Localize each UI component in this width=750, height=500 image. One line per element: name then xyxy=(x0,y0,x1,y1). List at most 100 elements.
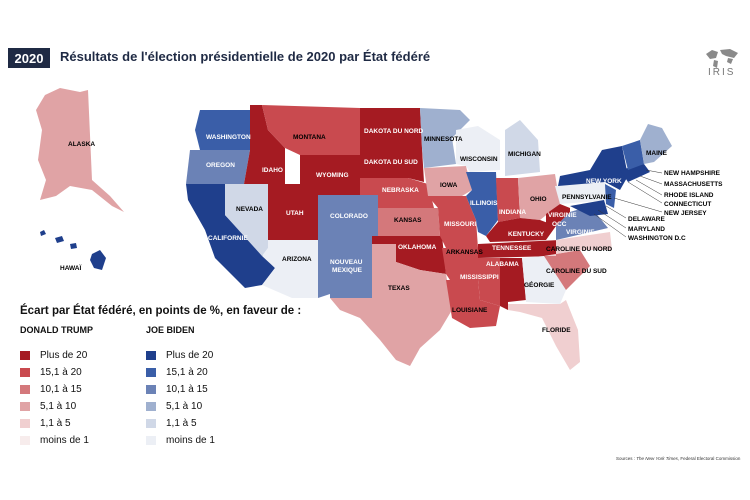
state-south-dakota[interactable] xyxy=(360,148,424,182)
label-hawaii: HAWAÏ xyxy=(60,264,82,272)
sources: Sources : The New York Times, Federal El… xyxy=(616,456,740,461)
state-alabama[interactable] xyxy=(500,258,526,310)
state-new-york[interactable] xyxy=(558,146,628,190)
state-florida[interactable] xyxy=(508,300,580,370)
state-nevada[interactable] xyxy=(225,184,268,256)
label-texas: TEXAS xyxy=(388,285,410,292)
logo-text: IRIS xyxy=(708,67,736,78)
label-oregon: OREGON xyxy=(206,162,235,169)
label-iowa: IOWA xyxy=(440,182,458,189)
state-illinois[interactable] xyxy=(466,172,498,236)
trump-item: moins de 1 xyxy=(20,432,93,449)
state-mississippi[interactable] xyxy=(478,258,500,306)
label-missouri: MISSOURI xyxy=(444,221,476,228)
label-arkansas: ARKANSAS xyxy=(446,249,484,256)
label-montana: MONTANA xyxy=(293,134,326,141)
trump-item: 10,1 à 15 xyxy=(20,381,93,398)
color-swatch xyxy=(20,385,30,394)
label-nevada: NEVADA xyxy=(236,206,263,213)
state-alaska[interactable] xyxy=(36,88,124,212)
biden-item-label: 1,1 à 5 xyxy=(166,418,197,429)
label-michigan: MICHIGAN xyxy=(508,151,541,158)
state-north-dakota[interactable] xyxy=(360,108,422,148)
biden-item-label: moins de 1 xyxy=(166,435,215,446)
label-indiana: INDIANA xyxy=(499,209,526,216)
label-maryland: MARYLAND xyxy=(628,226,665,233)
state-minnesota[interactable] xyxy=(420,108,470,168)
label-maine: MAINE xyxy=(646,150,668,157)
label-colorado: COLORADO xyxy=(330,213,368,220)
trump-item: 5,1 à 10 xyxy=(20,398,93,415)
trump-item: Plus de 20 xyxy=(20,347,93,364)
state-louisiana[interactable] xyxy=(446,280,500,328)
state-georgia[interactable] xyxy=(522,256,566,304)
state-tennessee[interactable] xyxy=(478,240,560,258)
state-colorado[interactable] xyxy=(318,195,378,240)
state-vermont-nh[interactable] xyxy=(622,140,644,170)
label-utah: UTAH xyxy=(286,210,304,217)
state-south-carolina[interactable] xyxy=(544,250,590,290)
state-wisconsin[interactable] xyxy=(456,126,500,172)
label-new-york: NEW YORK xyxy=(586,178,622,185)
label-new-mexico-2: MEXIQUE xyxy=(332,267,363,274)
color-swatch xyxy=(20,368,30,377)
sources-publication: The New York Times xyxy=(636,456,678,461)
state-michigan[interactable] xyxy=(505,120,540,176)
trump-item: 1,1 à 5 xyxy=(20,415,93,432)
state-texas[interactable] xyxy=(330,244,452,366)
state-indiana[interactable] xyxy=(496,178,520,222)
label-north-dakota: DAKOTA DU NORD xyxy=(364,128,424,135)
state-arkansas[interactable] xyxy=(442,248,478,280)
state-ohio[interactable] xyxy=(518,174,560,220)
state-west-virginia[interactable] xyxy=(546,204,570,226)
state-nebraska[interactable] xyxy=(360,178,434,208)
label-alabama: ALABAMA xyxy=(486,261,519,268)
color-swatch xyxy=(20,419,30,428)
state-iowa[interactable] xyxy=(424,166,472,196)
label-wisconsin: WISCONSIN xyxy=(460,156,498,163)
state-new-england-south[interactable] xyxy=(620,164,650,182)
trump-item-label: 5,1 à 10 xyxy=(40,401,77,412)
biden-item: 5,1 à 10 xyxy=(146,398,215,415)
trump-item-label: Plus de 20 xyxy=(40,350,88,361)
color-swatch xyxy=(20,351,30,360)
state-oregon[interactable] xyxy=(186,150,250,184)
legend-biden-header: JOE BIDEN xyxy=(146,325,195,335)
state-hawaii[interactable] xyxy=(40,230,106,270)
state-idaho[interactable] xyxy=(244,105,285,184)
label-west-virginia-2: OCC xyxy=(552,221,567,228)
state-new-jersey[interactable] xyxy=(605,184,616,208)
state-missouri[interactable] xyxy=(428,196,478,248)
state-california[interactable] xyxy=(186,184,275,288)
legend-trump: DONALD TRUMP Plus de 20 15,1 à 20 10,1 à 1… xyxy=(20,325,93,449)
state-kansas[interactable] xyxy=(378,208,440,236)
state-pennsylvania[interactable] xyxy=(555,182,612,204)
state-oklahoma[interactable] xyxy=(372,236,446,274)
label-pennsylvania: PENNSYLVANIE xyxy=(562,194,612,201)
label-massachusetts: MASSACHUSETTS xyxy=(664,181,723,188)
label-south-carolina: CAROLINE DU SUD xyxy=(546,268,607,275)
state-wyoming[interactable] xyxy=(300,155,360,200)
state-maine[interactable] xyxy=(640,124,672,164)
label-minnesota: MINNESOTA xyxy=(424,136,463,143)
state-arizona[interactable] xyxy=(262,240,318,298)
color-swatch xyxy=(20,402,30,411)
label-new-mexico-1: NOUVEAU xyxy=(330,259,363,266)
label-connecticut: CONNECTICUT xyxy=(664,201,711,208)
label-south-dakota: DAKOTA DU SUD xyxy=(364,159,418,166)
state-new-mexico[interactable] xyxy=(318,240,372,298)
state-utah[interactable] xyxy=(268,184,318,240)
state-delaware-maryland[interactable] xyxy=(570,200,608,216)
label-dc: WASHINGTON D.C xyxy=(628,235,686,242)
label-ohio: OHIO xyxy=(530,196,547,203)
label-mississippi: MISSISSIPPI xyxy=(460,274,499,281)
state-montana[interactable] xyxy=(262,105,360,155)
state-north-carolina[interactable] xyxy=(544,232,612,256)
label-rhode-island: RHODE ISLAND xyxy=(664,192,714,199)
state-washington[interactable] xyxy=(195,110,250,150)
biden-item: Plus de 20 xyxy=(146,347,215,364)
biden-item: moins de 1 xyxy=(146,432,215,449)
state-kentucky[interactable] xyxy=(486,218,556,242)
color-swatch xyxy=(146,436,156,445)
